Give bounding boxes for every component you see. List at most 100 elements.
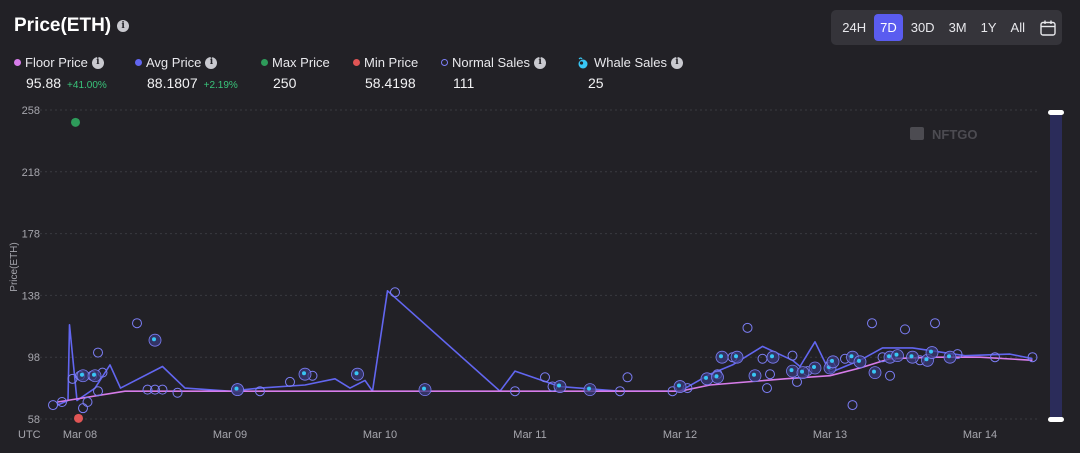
whale-sales-stat: Whale Sales i 25 <box>576 55 683 91</box>
whale-sale-marker <box>80 372 84 377</box>
normal-sale-point <box>93 347 103 358</box>
normal-sale-point <box>742 322 753 333</box>
whale-sale-marker <box>770 354 774 359</box>
x-tick-label: Mar 08 <box>63 429 97 441</box>
range-scrollbar[interactable] <box>1048 110 1064 422</box>
normal-sales-stat: Normal Sales i 111 <box>441 55 547 91</box>
avg-price-legend-dot <box>135 59 142 66</box>
normal-sale-point <box>900 324 910 335</box>
normal-sale-point <box>390 287 400 298</box>
range-24h-button[interactable]: 24H <box>842 20 867 35</box>
normal-sale-point <box>142 384 153 395</box>
avg-price-stat: Avg Price i 88.1807 +2.19% <box>135 55 238 91</box>
info-icon[interactable]: i <box>91 56 104 69</box>
normal-sale-point <box>787 350 798 361</box>
whale-sale-marker <box>909 354 914 359</box>
info-icon[interactable]: i <box>117 20 130 32</box>
normal-sale-point <box>757 353 768 364</box>
whale-sales-label: Whale Sales <box>594 55 667 70</box>
range-7d-button[interactable]: 7D <box>874 14 903 41</box>
range-handle-top[interactable] <box>1048 110 1064 115</box>
normal-sale-point <box>157 384 168 395</box>
floor-price-value: 95.88 <box>26 75 62 91</box>
range-3m-button[interactable]: 3M <box>948 20 967 35</box>
normal-sales-label: Normal Sales <box>452 55 531 70</box>
y-axis-ticks: 58 98 138 178 218 258 <box>22 105 40 426</box>
whale-sales-value: 25 <box>588 75 604 91</box>
normal-sale-point <box>172 387 183 398</box>
x-tick-label: Mar 10 <box>363 429 397 441</box>
normal-sales-legend-ring <box>441 59 448 66</box>
normal-sale-point <box>847 400 858 411</box>
whale-sale-marker <box>887 354 891 359</box>
whale-sale-marker <box>422 386 426 391</box>
calendar-icon[interactable] <box>1039 19 1057 37</box>
max-price-value: 250 <box>273 75 297 91</box>
avg-price-line <box>57 290 1033 406</box>
whale-sale-marker <box>872 369 876 374</box>
whale-sale-marker <box>812 365 816 370</box>
whale-sale-marker <box>557 383 561 388</box>
normal-sale-point <box>1027 352 1038 363</box>
normal-sale-point <box>622 372 633 383</box>
normal-sale-point <box>540 372 550 383</box>
watermark: NFTGO <box>910 127 978 142</box>
floor-price-label: Floor Price <box>25 55 88 70</box>
min-price-stat: Min Price 58.4198 <box>353 55 418 91</box>
whale-sale-marker <box>354 371 359 376</box>
y-tick-label: 258 <box>22 105 40 117</box>
max-price-point <box>71 117 80 127</box>
whale-sale-marker <box>800 369 804 374</box>
info-icon[interactable]: i <box>205 56 218 69</box>
x-tick-label: Mar 13 <box>813 429 847 441</box>
normal-sale-point <box>885 370 895 381</box>
chart-header: Price(ETH) i <box>14 15 130 37</box>
normal-sale-point <box>57 397 67 408</box>
info-icon[interactable]: i <box>670 56 683 69</box>
floor-price-stat: Floor Price i 95.88 +41.00% <box>14 55 107 91</box>
whale-sale-marker <box>302 371 306 376</box>
min-price-label: Min Price <box>364 55 419 70</box>
whale-sale-marker <box>714 374 719 379</box>
watermark-text: NFTGO <box>932 127 978 142</box>
normal-sale-point <box>615 386 625 397</box>
y-tick-label: 178 <box>22 229 40 241</box>
normal-sale-point <box>82 397 93 408</box>
whale-sale-marker <box>789 368 794 373</box>
y-tick-label: 98 <box>28 352 40 364</box>
whale-sale-marker <box>849 354 854 359</box>
x-axis-label: UTC <box>18 429 41 441</box>
y-tick-label: 218 <box>22 167 40 179</box>
normal-sale-point <box>510 386 520 397</box>
range-30d-button[interactable]: 30D <box>910 20 935 35</box>
whale-sale-marker <box>830 358 834 363</box>
whale-sale-marker <box>92 372 96 377</box>
sale-points <box>48 117 1038 423</box>
whale-sale-marker <box>234 386 239 391</box>
y-axis-label: Price(ETH) <box>9 242 20 291</box>
range-handle-bottom[interactable] <box>1048 417 1064 422</box>
floor-price-legend-dot <box>14 59 21 66</box>
range-1y-button[interactable]: 1Y <box>980 20 997 35</box>
avg-price-label: Avg Price <box>146 55 202 70</box>
whale-sale-marker <box>587 386 591 391</box>
whale-sale-marker <box>677 383 681 388</box>
x-tick-label: Mar 09 <box>213 429 247 441</box>
normal-sale-point <box>78 403 88 414</box>
x-axis-ticks: Mar 08 Mar 09 Mar 10 Mar 11 Mar 12 Mar 13 Mar … <box>63 429 997 441</box>
min-price-value: 58.4198 <box>365 75 416 91</box>
normal-sale-point <box>765 369 775 380</box>
normal-sale-point <box>255 386 265 397</box>
info-icon[interactable]: i <box>534 56 547 69</box>
whale-sale-marker <box>924 357 929 362</box>
range-all-button[interactable]: All <box>1010 20 1025 35</box>
whale-sale-marker <box>929 349 933 354</box>
normal-sale-point <box>285 376 295 387</box>
series-lines <box>57 290 1033 406</box>
avg-price-change: +2.19% <box>203 80 238 91</box>
price-chart: 58 98 138 178 218 258 Mar 08 Mar 09 Mar 10 Mar 1… <box>9 105 1040 441</box>
normal-sale-point <box>762 383 772 394</box>
y-tick-label: 58 <box>28 414 40 426</box>
max-price-stat: Max Price 250 <box>261 55 330 91</box>
floor-price-change: +41.00% <box>67 80 107 91</box>
